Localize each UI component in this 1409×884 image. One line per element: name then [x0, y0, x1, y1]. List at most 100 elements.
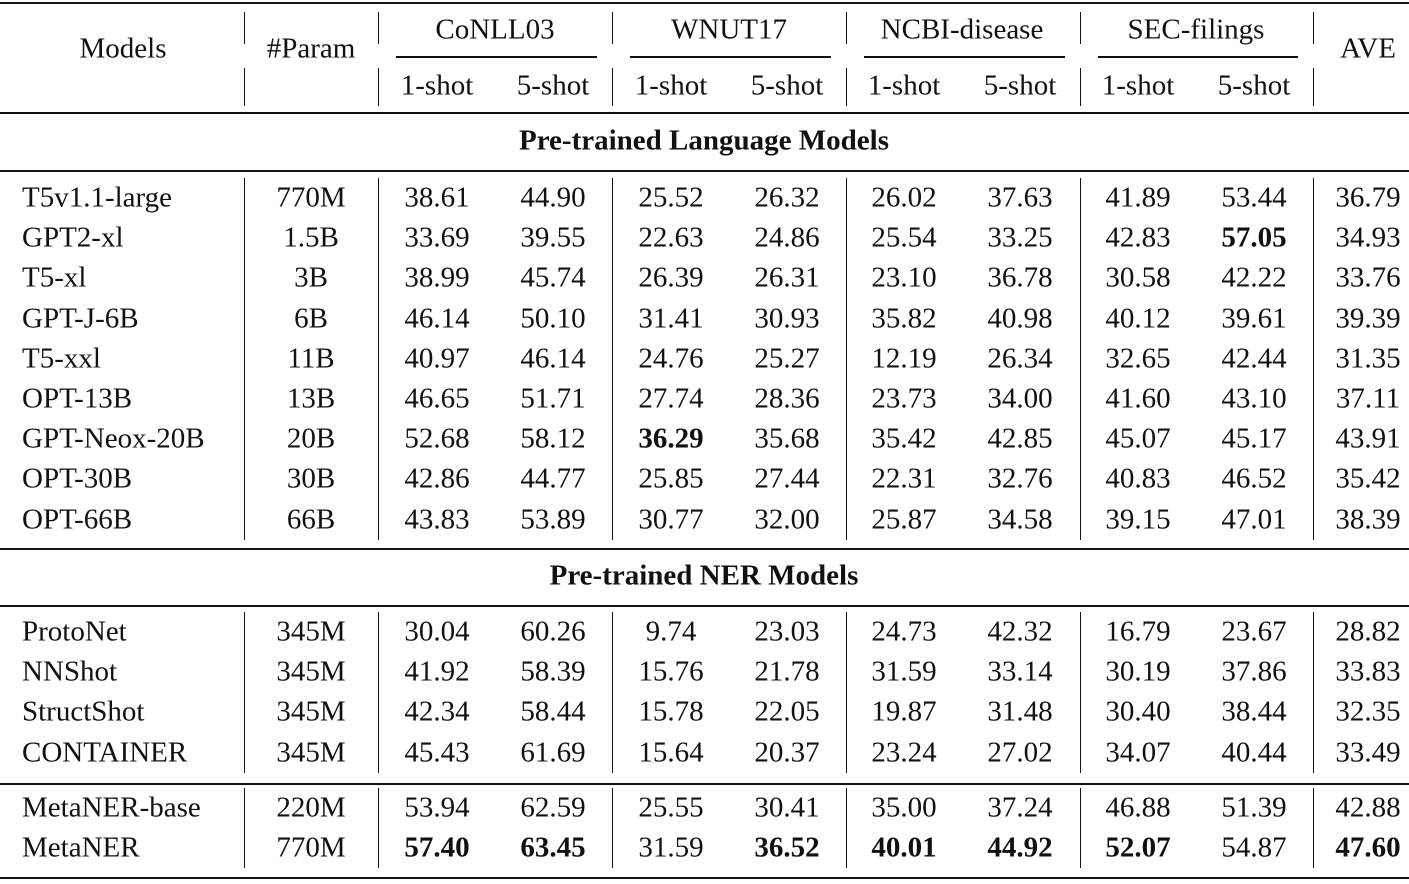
- column-divider: [612, 178, 614, 540]
- cell: 22.31: [871, 462, 937, 495]
- cell: 38.61: [404, 181, 470, 214]
- column-divider: [846, 612, 848, 773]
- column-divider: [244, 788, 246, 869]
- cell: 46.52: [1221, 462, 1287, 495]
- cell: 42.22: [1221, 261, 1287, 294]
- cell: 21.78: [754, 655, 820, 688]
- cell: 30.41: [754, 791, 820, 824]
- cell: 52.68: [404, 422, 470, 455]
- cell: 42.86: [404, 462, 470, 495]
- cell: 58.39: [520, 655, 586, 688]
- cell: 19.87: [871, 695, 937, 728]
- cell: 42.34: [404, 695, 470, 728]
- cell: 20.37: [754, 736, 820, 769]
- cell: 40.01: [871, 831, 937, 864]
- section-title: Pre-trained NER Models: [549, 559, 859, 592]
- cell: 30.93: [754, 302, 820, 335]
- cell: 345M: [276, 655, 346, 688]
- cell: 42.32: [987, 615, 1053, 648]
- cell: 40.83: [1105, 462, 1171, 495]
- cell: 37.63: [987, 181, 1053, 214]
- model-name: GPT2-xl: [22, 221, 124, 254]
- cell: 13B: [286, 382, 336, 415]
- column-divider: [846, 788, 848, 869]
- cell: 770M: [276, 181, 346, 214]
- cell: 42.44: [1221, 342, 1287, 375]
- header-cell: 5-shot: [1217, 69, 1291, 102]
- cell: 53.89: [520, 503, 586, 536]
- column-divider: [846, 68, 848, 106]
- model-name: MetaNER-base: [22, 791, 201, 824]
- cell: 39.61: [1221, 302, 1287, 335]
- cell: 31.35: [1335, 342, 1401, 375]
- cell: 61.69: [520, 736, 586, 769]
- cell: 50.10: [520, 302, 586, 335]
- column-divider: [378, 178, 380, 540]
- cell: 30.40: [1105, 695, 1171, 728]
- model-name: GPT-J-6B: [22, 302, 139, 335]
- header-cell: Models: [79, 32, 167, 65]
- cell: 24.76: [638, 342, 704, 375]
- cell: 38.39: [1335, 503, 1401, 536]
- column-divider: [612, 68, 614, 106]
- cell: 30.19: [1105, 655, 1171, 688]
- cell: 33.49: [1335, 736, 1401, 769]
- column-divider: [378, 612, 380, 773]
- cell: 47.60: [1335, 831, 1401, 864]
- column-divider: [378, 12, 380, 44]
- cell: 30.58: [1105, 261, 1171, 294]
- model-name: T5-xxl: [22, 342, 101, 375]
- column-divider: [1080, 178, 1082, 540]
- cell: 12.19: [871, 342, 937, 375]
- cell: 32.76: [987, 462, 1053, 495]
- cell: 47.01: [1221, 503, 1287, 536]
- cell: 62.59: [520, 791, 586, 824]
- header-cell: 1-shot: [867, 69, 941, 102]
- column-divider: [612, 12, 614, 44]
- model-name: T5-xl: [22, 261, 87, 294]
- cell: 27.74: [638, 382, 704, 415]
- cell: 25.52: [638, 181, 704, 214]
- cell: 36.29: [638, 422, 704, 455]
- cell: 26.02: [871, 181, 937, 214]
- cell: 30.77: [638, 503, 704, 536]
- cell: 42.85: [987, 422, 1053, 455]
- cell: 16.79: [1105, 615, 1171, 648]
- cell: 11B: [287, 342, 335, 375]
- cell: 46.88: [1105, 791, 1171, 824]
- header-cell: NCBI-disease: [880, 13, 1044, 46]
- cell: 44.90: [520, 181, 586, 214]
- header-cell: 5-shot: [516, 69, 590, 102]
- cell: 40.44: [1221, 736, 1287, 769]
- cell: 28.82: [1335, 615, 1401, 648]
- cell: 39.55: [520, 221, 586, 254]
- cell: 44.77: [520, 462, 586, 495]
- cell: 32.00: [754, 503, 820, 536]
- model-name: NNShot: [22, 655, 118, 688]
- header-cell: #Param: [266, 32, 356, 65]
- cell: 23.73: [871, 382, 937, 415]
- cell: 40.97: [404, 342, 470, 375]
- cell: 31.59: [871, 655, 937, 688]
- model-name: OPT-30B: [22, 462, 133, 495]
- cell: 6B: [294, 302, 328, 335]
- cell: 41.89: [1105, 181, 1171, 214]
- cell: 45.43: [404, 736, 470, 769]
- cell: 27.02: [987, 736, 1053, 769]
- cell: 46.14: [520, 342, 586, 375]
- column-divider: [846, 12, 848, 44]
- model-name: MetaNER: [22, 831, 140, 864]
- cell: 24.86: [754, 221, 820, 254]
- cell: 35.68: [754, 422, 820, 455]
- cell: 51.71: [520, 382, 586, 415]
- cell: 9.74: [645, 615, 697, 648]
- column-divider: [1313, 68, 1315, 106]
- cell: 45.74: [520, 261, 586, 294]
- cell: 57.40: [404, 831, 470, 864]
- header-cell: AVE: [1340, 32, 1396, 65]
- column-divider: [378, 788, 380, 869]
- cell: 33.76: [1335, 261, 1401, 294]
- model-name: StructShot: [22, 695, 145, 728]
- section-rule: [0, 783, 1409, 785]
- cell: 220M: [276, 791, 346, 824]
